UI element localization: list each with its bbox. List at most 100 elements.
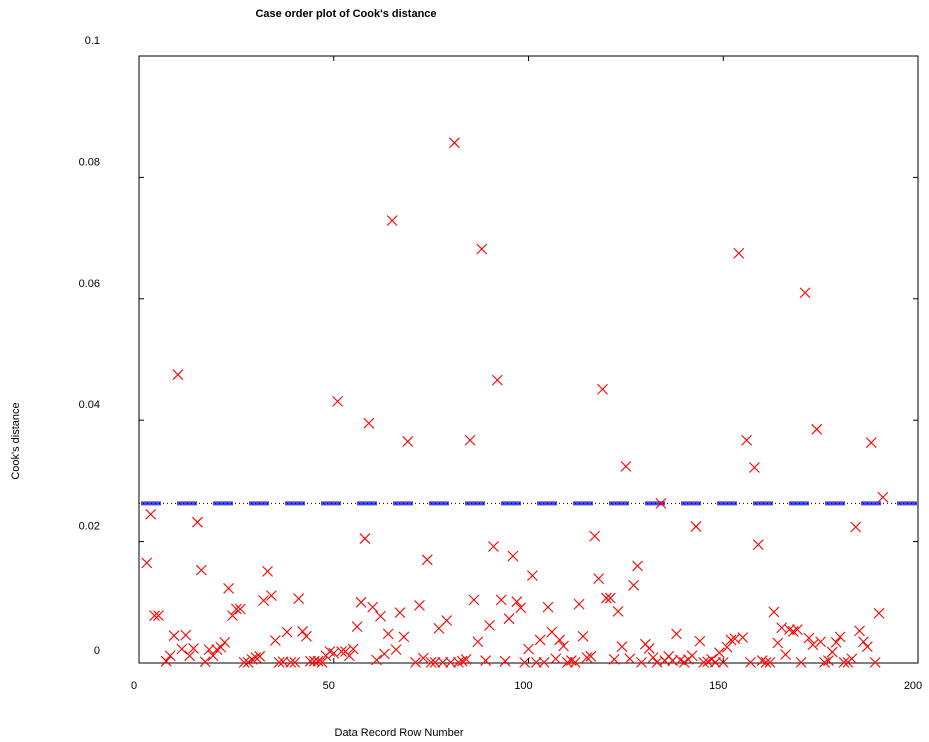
data-point — [164, 650, 176, 662]
data-point — [745, 657, 756, 668]
data-point — [819, 657, 830, 668]
data-point — [316, 657, 328, 668]
data-point — [799, 287, 811, 299]
y-tick-label: 0.04 — [79, 399, 100, 411]
data-point — [460, 653, 472, 665]
data-point — [651, 657, 663, 668]
data-point — [297, 626, 308, 637]
data-points — [141, 137, 889, 668]
y-axis-ticks: 0 0.02 0.04 0.06 0.08 0.1 — [79, 35, 918, 664]
data-point — [784, 624, 795, 636]
data-point — [791, 624, 803, 636]
data-point — [367, 601, 379, 613]
data-point — [429, 657, 441, 668]
data-point — [421, 554, 433, 566]
data-point — [281, 626, 293, 638]
data-point — [312, 655, 324, 667]
data-point — [519, 657, 530, 668]
data-point — [604, 592, 616, 604]
data-point — [410, 657, 421, 668]
data-point — [456, 655, 468, 667]
data-point — [371, 654, 382, 666]
data-point — [328, 647, 340, 659]
data-point — [382, 628, 394, 640]
data-point — [636, 657, 647, 668]
data-point — [176, 643, 188, 655]
data-point — [227, 610, 238, 622]
data-point — [145, 508, 157, 520]
data-point — [491, 374, 503, 386]
data-point — [538, 657, 550, 668]
data-point — [499, 655, 511, 667]
data-point — [351, 621, 363, 632]
data-point — [558, 640, 569, 652]
chart-title: Case order plot of Cook's distance — [255, 8, 436, 20]
data-point — [542, 601, 554, 613]
data-point — [823, 655, 834, 666]
data-point — [398, 631, 410, 643]
data-point — [355, 596, 367, 608]
data-point — [749, 462, 760, 473]
data-point — [258, 595, 270, 606]
data-point — [858, 636, 869, 648]
data-point — [386, 215, 398, 226]
data-point — [854, 625, 865, 637]
data-point — [838, 657, 850, 668]
data-point — [803, 632, 815, 644]
y-tick-label: 0.02 — [79, 521, 100, 533]
data-point — [437, 657, 449, 668]
data-point — [153, 610, 164, 622]
data-point — [787, 626, 799, 637]
data-point — [756, 655, 768, 666]
data-point — [375, 610, 386, 622]
data-point — [230, 603, 242, 615]
x-tick-label: 100 — [514, 680, 532, 692]
data-point — [530, 657, 542, 668]
data-point — [180, 629, 192, 641]
data-point — [417, 652, 429, 664]
data-point — [336, 646, 347, 657]
data-point — [764, 657, 776, 668]
data-point — [414, 599, 425, 611]
data-point — [476, 243, 488, 255]
data-point — [569, 657, 581, 668]
x-tick-label: 50 — [323, 680, 335, 692]
y-tick-label: 0.08 — [79, 156, 100, 168]
data-point — [815, 636, 827, 648]
data-point — [402, 436, 414, 447]
data-point — [624, 653, 636, 665]
data-point — [581, 652, 593, 663]
y-tick-label: 0.06 — [79, 278, 100, 290]
data-point — [527, 570, 538, 581]
data-point — [199, 656, 211, 668]
data-point — [464, 434, 476, 446]
data-point — [616, 641, 628, 652]
data-point — [523, 643, 534, 655]
data-point — [807, 639, 819, 651]
plot-area — [138, 55, 919, 668]
data-point — [826, 646, 838, 658]
data-point — [192, 516, 203, 528]
data-point — [671, 628, 682, 640]
data-point — [507, 550, 519, 562]
data-point — [550, 653, 562, 665]
data-point — [713, 647, 725, 659]
data-point — [289, 657, 301, 668]
data-point — [347, 643, 359, 655]
x-tick-label: 0 — [131, 680, 137, 692]
data-point — [390, 644, 402, 656]
x-tick-label: 200 — [904, 680, 922, 692]
x-axis-ticks: 0 50 100 150 200 — [131, 56, 922, 692]
data-point — [780, 649, 791, 660]
data-point — [850, 521, 862, 533]
data-point — [589, 530, 601, 542]
data-point — [359, 533, 371, 544]
data-point — [511, 596, 523, 608]
data-point — [293, 593, 305, 605]
data-point — [141, 557, 153, 569]
data-point — [772, 637, 784, 649]
data-point — [160, 655, 172, 667]
data-point — [304, 655, 316, 667]
data-point — [453, 657, 464, 668]
